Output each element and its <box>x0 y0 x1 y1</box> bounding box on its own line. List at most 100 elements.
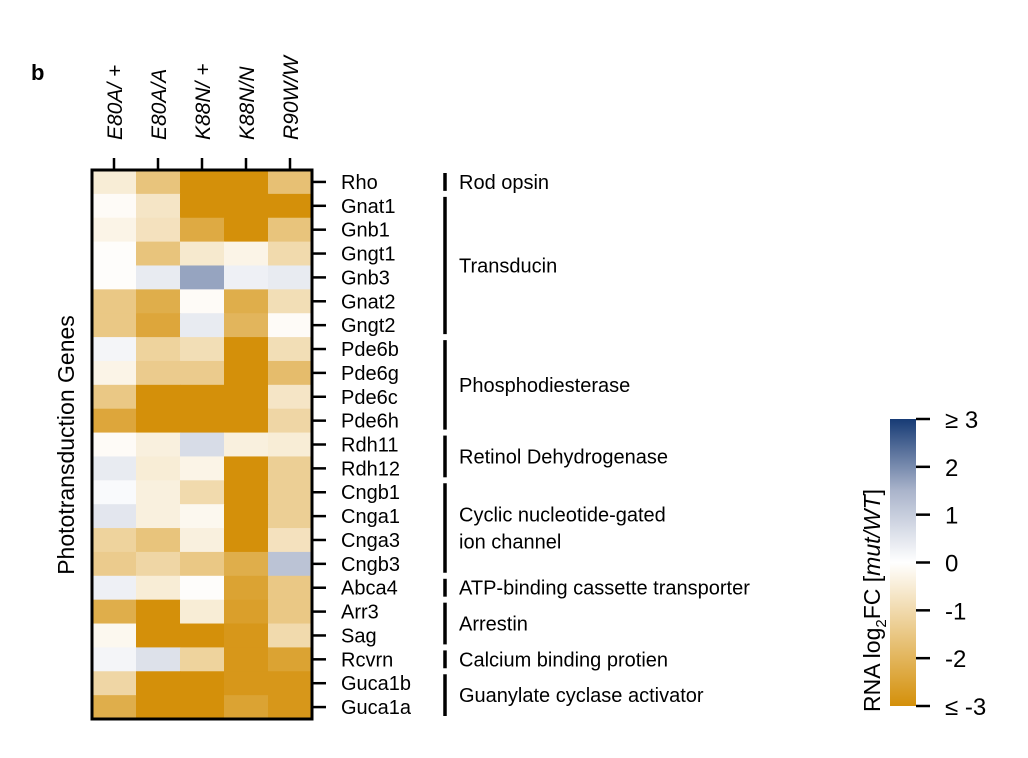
heatmap-cell <box>92 337 137 362</box>
heatmap-cell <box>180 504 225 529</box>
group-label: ATP-binding cassette transporter <box>459 578 750 600</box>
heatmap-cell <box>136 480 181 505</box>
group-label: Guanylate cyclase activator <box>459 685 704 707</box>
heatmap-cell <box>92 241 137 266</box>
heatmap-cell <box>224 695 269 720</box>
heatmap-cell <box>268 528 313 553</box>
heatmap-cell <box>268 241 313 266</box>
colorbar-tick-label: ≥ 3 <box>945 407 978 434</box>
row-label: Guca1b <box>341 673 411 695</box>
heatmap-cell <box>180 241 225 266</box>
heatmap-cell <box>268 575 313 601</box>
heatmap-cell <box>92 551 137 577</box>
row-label: Gngt2 <box>341 315 395 337</box>
heatmap-cell <box>268 551 313 577</box>
row-label: Gnat2 <box>341 291 395 313</box>
column-label: K88N/N <box>236 66 259 140</box>
row-label: Sag <box>341 625 377 647</box>
heatmap-cell <box>268 432 313 457</box>
heatmap-cell <box>180 671 225 696</box>
heatmap-cell <box>136 265 181 290</box>
heatmap-cell <box>92 313 137 338</box>
heatmap-cell <box>136 575 181 601</box>
gene-groups: Rod opsin Transducin Phosphodiesterase Reti… <box>443 172 750 717</box>
group-label: Cyclic nucleotide-gated ion channel <box>459 505 666 554</box>
heatmap-cell <box>92 432 137 457</box>
heatmap-cell <box>268 265 313 290</box>
heatmap-cell <box>268 384 313 410</box>
heatmap-cell <box>180 647 225 672</box>
heatmap-cell <box>92 671 137 696</box>
heatmap-cell <box>224 671 269 696</box>
heatmap-cell <box>180 170 225 195</box>
heatmap-cell <box>224 456 269 481</box>
heatmap-cell <box>92 528 137 553</box>
colorbar-label: RNA log2FC [mut/WT] <box>859 489 890 712</box>
group-label: Retinol Dehydrogenase <box>459 446 668 468</box>
heatmap-cell <box>180 432 225 457</box>
heatmap-cell <box>180 480 225 505</box>
heatmap-cell <box>180 408 225 434</box>
heatmap-cell <box>268 480 313 505</box>
group-label: Phosphodiesterase <box>459 375 630 397</box>
colorbar-tick-label: ≤ -3 <box>945 694 986 721</box>
heatmap-cell <box>136 313 181 338</box>
heatmap-cell <box>224 241 269 266</box>
heatmap-cell <box>268 504 313 529</box>
heatmap-cell <box>268 408 313 434</box>
heatmap-cell <box>136 671 181 696</box>
heatmap-cell <box>136 170 181 195</box>
heatmap-cell <box>92 695 137 720</box>
column-label: R90W/W <box>280 54 303 140</box>
column-label: K88N/ + <box>192 64 215 140</box>
heatmap-cell <box>136 504 181 529</box>
row-label: Arr3 <box>341 602 379 624</box>
panel-label: b <box>31 60 44 85</box>
heatmap-cell <box>180 265 225 290</box>
heatmap-cell <box>268 671 313 696</box>
heatmap-cell <box>224 599 269 625</box>
row-label: Abca4 <box>341 578 398 600</box>
heatmap-cell <box>136 551 181 577</box>
colorbar-tick-label: 1 <box>945 503 958 530</box>
heatmap-cell <box>92 480 137 505</box>
heatmap-cell <box>268 313 313 338</box>
heatmap-cell <box>268 289 313 314</box>
heatmap-cell <box>136 695 181 720</box>
row-label: Rcvrn <box>341 649 393 671</box>
row-label: Gnat1 <box>341 196 395 218</box>
heatmap-cell <box>92 456 137 481</box>
group-label: Transducin <box>459 255 557 277</box>
heatmap-cell <box>92 647 137 672</box>
row-label: Cngb3 <box>341 554 400 576</box>
heatmap-cell <box>224 504 269 529</box>
heatmap-cell <box>224 432 269 457</box>
heatmap-cell <box>180 456 225 481</box>
heatmap-cell <box>268 623 313 648</box>
heatmap-cell <box>224 408 269 434</box>
heatmap-cell <box>180 313 225 338</box>
row-label: Rdh12 <box>341 458 400 480</box>
heatmap-cell <box>224 384 269 410</box>
heatmap-cell <box>92 360 137 386</box>
row-label: Gngt1 <box>341 244 395 266</box>
row-label: Pde6b <box>341 339 399 361</box>
heatmap-cell <box>136 337 181 362</box>
row-label: Guca1a <box>341 697 412 719</box>
heatmap-cell <box>180 289 225 314</box>
heatmap-cell <box>180 575 225 601</box>
heatmap-cell <box>92 408 137 434</box>
heatmap-cell <box>180 528 225 553</box>
heatmap-cell <box>136 647 181 672</box>
heatmap-cell <box>92 623 137 648</box>
row-label: Pde6c <box>341 387 398 409</box>
colorbar-tick-label: 0 <box>945 551 958 578</box>
row-label: Cnga3 <box>341 530 400 552</box>
heatmap-cell <box>224 313 269 338</box>
heatmap-cell <box>180 384 225 410</box>
heatmap-cell <box>92 599 137 625</box>
group-label: Arrestin <box>459 614 528 636</box>
heatmap-cell <box>136 456 181 481</box>
heatmap-cell <box>224 528 269 553</box>
